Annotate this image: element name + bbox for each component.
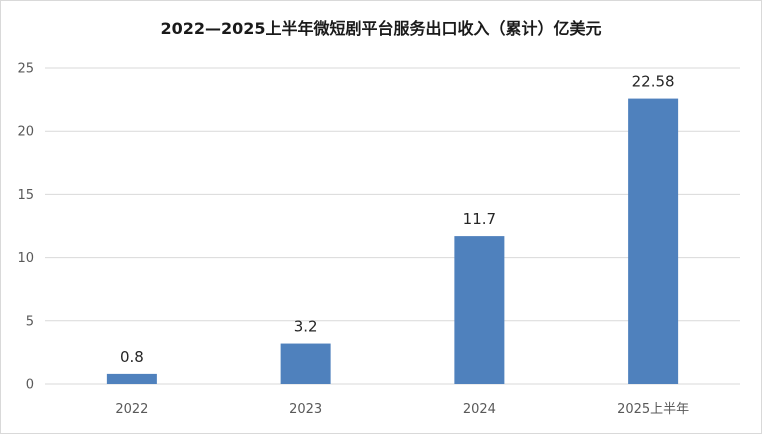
data-label: 11.7: [463, 210, 496, 228]
y-axis-ticks: 0 5 10 15 20 25: [17, 62, 34, 393]
y-tick-label: 10: [17, 251, 34, 266]
y-tick-label: 5: [26, 314, 34, 329]
gridlines: [45, 67, 740, 385]
y-tick-label: 0: [26, 378, 34, 393]
bar-2023: [280, 343, 331, 384]
x-tick-label: 2022: [115, 402, 148, 417]
bar-2024: [454, 236, 505, 384]
data-labels: 0.8 3.2 11.7 22.58: [120, 73, 675, 366]
x-tick-label: 2024: [463, 402, 496, 417]
bars: [106, 98, 679, 384]
bar-2022: [106, 373, 157, 384]
chart-title: 2022—2025上半年微短剧平台服务出口收入（累计）亿美元: [160, 19, 602, 38]
y-tick-label: 15: [17, 188, 34, 203]
x-tick-label: 2023: [289, 402, 322, 417]
y-tick-label: 20: [17, 125, 34, 140]
x-axis-ticks: 2022 2023 2024 2025上半年: [115, 402, 689, 417]
y-tick-label: 25: [17, 62, 34, 77]
data-label: 22.58: [632, 73, 675, 91]
data-label: 0.8: [120, 348, 144, 366]
bar-2025上半年: [628, 98, 679, 384]
data-label: 3.2: [294, 318, 318, 336]
x-tick-label: 2025上半年: [617, 402, 689, 417]
